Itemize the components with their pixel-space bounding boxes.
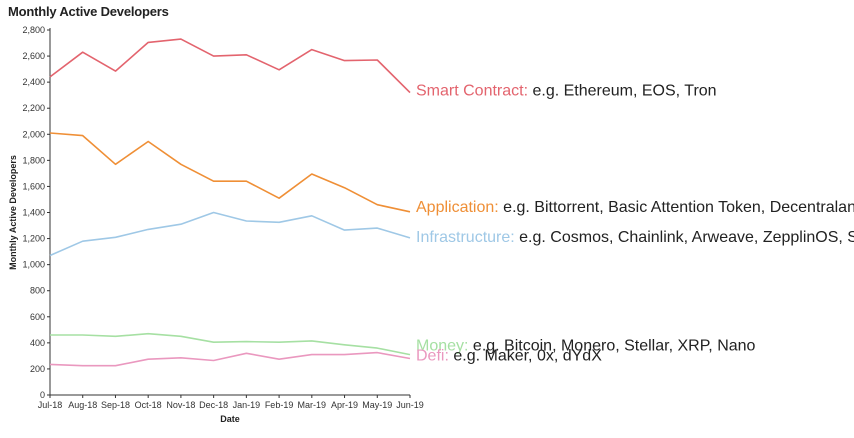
series-name: Defi: bbox=[416, 348, 449, 365]
series-label-smart-contract: Smart Contract: e.g. Ethereum, EOS, Tron bbox=[416, 83, 717, 100]
y-axis-label: Monthly Active Developers bbox=[8, 155, 18, 270]
x-tick-label: Jan-19 bbox=[233, 400, 261, 410]
series-label-money: Money: e.g. Bitcoin, Monero, Stellar, XR… bbox=[416, 338, 756, 355]
x-tick-label: May-19 bbox=[362, 400, 392, 410]
series-description: e.g. Bittorrent, Basic Attention Token, … bbox=[499, 199, 854, 216]
series-name: Money: bbox=[416, 338, 468, 355]
x-tick-label: Dec-18 bbox=[199, 400, 228, 410]
series-line-infrastructure bbox=[49, 211, 411, 257]
y-tick-label: 1,600 bbox=[22, 181, 45, 191]
series-description: e.g. Bitcoin, Monero, Stellar, XRP, Nano bbox=[468, 338, 755, 355]
series-line-smart-contract bbox=[49, 38, 411, 94]
x-tick-label: Nov-18 bbox=[166, 400, 195, 410]
y-tick-label: 2,000 bbox=[22, 129, 45, 139]
series-description: e.g. Ethereum, EOS, Tron bbox=[528, 83, 717, 100]
x-tick-label: Apr-19 bbox=[331, 400, 358, 410]
y-tick-label: 1,000 bbox=[22, 260, 45, 270]
x-tick-label: Aug-18 bbox=[68, 400, 97, 410]
series-name: Application: bbox=[416, 199, 499, 216]
y-tick-label: 800 bbox=[30, 286, 45, 296]
series-name: Smart Contract: bbox=[416, 83, 528, 100]
x-tick-label: Jul-18 bbox=[38, 400, 63, 410]
y-tick-label: 0 bbox=[40, 390, 45, 400]
series-label-defi: Defi: e.g. Maker, 0x, dYdX bbox=[416, 348, 602, 365]
y-tick-label: 1,800 bbox=[22, 155, 45, 165]
x-tick-label: Sep-18 bbox=[101, 400, 130, 410]
y-tick-label: 600 bbox=[30, 312, 45, 322]
y-tick-label: 2,800 bbox=[22, 25, 45, 35]
x-tick-label: Oct-18 bbox=[135, 400, 162, 410]
series-line-money bbox=[50, 332, 411, 356]
y-tick-label: 400 bbox=[30, 338, 45, 348]
series-label-application: Application: e.g. Bittorrent, Basic Atte… bbox=[416, 199, 854, 216]
x-tick-label: Feb-19 bbox=[265, 400, 294, 410]
x-axis-label: Date bbox=[220, 414, 240, 424]
series-description: e.g. Cosmos, Chainlink, Arweave, Zepplin… bbox=[515, 229, 854, 246]
series-description: e.g. Maker, 0x, dYdX bbox=[449, 348, 602, 365]
chart-title: Monthly Active Developers bbox=[8, 4, 169, 19]
series-line-application bbox=[49, 132, 411, 213]
series-line-defi bbox=[49, 351, 411, 367]
y-tick-label: 2,600 bbox=[22, 51, 45, 61]
x-tick-label: Jun-19 bbox=[396, 400, 424, 410]
x-tick-label: Mar-19 bbox=[298, 400, 327, 410]
series-label-infrastructure: Infrastructure: e.g. Cosmos, Chainlink, … bbox=[416, 229, 854, 246]
y-tick-label: 200 bbox=[30, 364, 45, 374]
y-tick-label: 2,400 bbox=[22, 77, 45, 87]
series-name: Infrastructure: bbox=[416, 229, 515, 246]
y-tick-label: 1,400 bbox=[22, 208, 45, 218]
y-tick-label: 2,200 bbox=[22, 103, 45, 113]
y-tick-label: 1,200 bbox=[22, 234, 45, 244]
